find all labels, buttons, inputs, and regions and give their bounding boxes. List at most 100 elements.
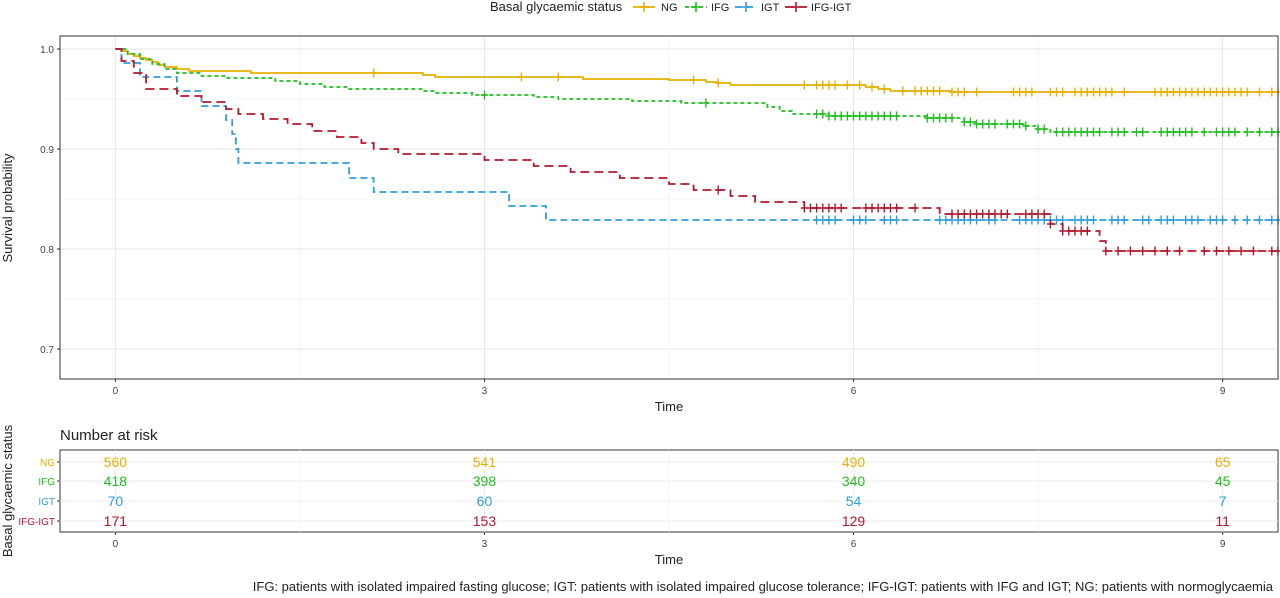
censor-mark-ifg [979,119,987,129]
censor-mark-ifg-igt [979,209,987,219]
risk-cell-value: 171 [104,513,128,529]
censor-mark-ng [1237,87,1245,97]
censor-mark-ifg [1096,127,1104,137]
risk-table-title: Number at risk [60,427,158,444]
censor-mark-ifg-igt [1046,219,1054,229]
censor-mark-ifg-igt [1200,246,1208,256]
risk-cell-value: 129 [842,513,866,529]
censor-mark-ifg-igt [807,203,814,213]
censor-mark-igt [1268,215,1276,225]
censor-mark-ifg [985,119,993,129]
censor-mark-ifg-igt [831,203,839,213]
censor-mark-ifg [850,111,857,121]
x-axis-ticks: 0 3 6 9 [113,379,1226,397]
censor-mark-ifg [1188,127,1196,137]
censor-mark-igt [1188,215,1196,225]
censor-mark-igt [1108,215,1116,225]
risk-table: Number at risk NG 560 541 490 65 IFG 418 398 340… [0,424,1279,567]
risk-cell-value: 340 [842,473,866,489]
risk-row-label: NG [40,458,55,469]
censor-mark-ifg [1071,127,1079,137]
censor-mark-ng [1157,87,1165,97]
risk-table-x-ticks: 0 3 6 9 [113,532,1226,550]
censor-mark-ifg [1003,119,1011,129]
censor-mark-ifg-igt [1028,209,1036,219]
censor-mark-ng [1176,87,1184,97]
risk-cell-value: 418 [104,473,128,489]
censor-mark-ifg [1225,127,1233,137]
censor-mark-ng [1071,87,1079,97]
legend-entry-ifg-igt: IFG-IGT [785,2,852,14]
risk-x-tick-label: 3 [482,539,488,550]
censor-mark-igt [1120,215,1128,225]
censor-mark-ifg [1268,127,1276,137]
censor-mark-ng [831,80,839,90]
censor-mark-ifg-igt [1176,246,1184,256]
censor-mark-ng [923,86,931,96]
censor-mark-igt [942,215,950,225]
censor-mark-ifg [1169,127,1177,137]
censor-mark-ifg [991,119,999,129]
censor-mark-ng [930,86,937,96]
censor-mark-ng [714,78,722,88]
risk-row-label: IFG [38,477,55,488]
censor-mark-ifg-igt [1225,246,1233,256]
censor-mark-ng [1169,87,1177,97]
censor-mark-ifg [1077,127,1085,137]
censor-mark-ifg [887,111,894,121]
censor-mark-ifg [930,113,937,123]
censor-mark-ifg-igt [819,203,827,213]
censor-mark-ifg [960,117,968,127]
risk-cell-value: 541 [473,454,497,470]
censor-mark-ng [880,84,888,94]
censor-mark-ifg [1120,127,1128,137]
censor-mark-ng [1194,87,1202,97]
censor-mark-ifg-igt [948,209,956,219]
censor-mark-ifg [1133,127,1140,137]
censor-mark-ng [1028,87,1036,97]
censor-mark-ng [1219,87,1227,97]
censor-mark-ng [1083,87,1091,97]
censor-mark-ng [960,87,968,97]
censor-mark-ifg-igt [825,203,833,213]
censor-mark-ng [936,86,944,96]
y-axis-label: Survival probability [0,153,15,263]
x-tick-label: 9 [1220,386,1226,397]
censor-mark-ifg-igt [1151,246,1159,256]
censor-mark-ng [1182,87,1190,97]
censor-mark-ifg-igt [1077,226,1085,236]
censor-mark-ifg [825,111,833,121]
legend: Basal glycaemic status NG IFG IGT IFG-IG… [490,0,852,14]
censor-mark-ifg [880,111,888,121]
censor-mark-ifg [948,113,956,123]
censor-mark-igt [819,215,827,225]
censor-mark-ng [370,68,378,78]
censor-mark-ifg [923,113,931,123]
y-tick-label: 0.8 [40,245,54,256]
risk-x-tick-label: 6 [851,539,857,550]
censor-mark-ng [1010,87,1017,97]
censor-mark-igt [1083,215,1091,225]
x-tick-label: 3 [482,386,488,397]
x-tick-label: 6 [851,386,857,397]
censor-mark-ng [1046,87,1054,97]
censor-mark-igt [850,215,857,225]
censor-mark-ifg-igt [1213,246,1220,256]
censor-mark-ng [1096,87,1104,97]
censor-mark-igt [1071,215,1079,225]
censor-mark-ifg [1034,124,1042,134]
censor-mark-ifg-igt [960,209,968,219]
censor-mark-ifg [862,111,870,121]
censor-mark-ifg-igt [973,209,981,219]
censor-mark-ng [1090,87,1097,97]
censor-mark-ifg-igt [874,203,882,213]
survival-curves [115,48,1280,256]
censor-mark-ifg-igt [1163,246,1171,256]
y-tick-label: 0.9 [40,145,54,156]
risk-table-x-label: Time [655,552,683,567]
censor-mark-ifg-igt [1040,209,1048,219]
censor-mark-igt [1256,215,1263,225]
censor-mark-ifg-igt [1071,226,1079,236]
censor-mark-ifg-igt [997,209,1005,219]
censor-mark-igt [880,215,888,225]
